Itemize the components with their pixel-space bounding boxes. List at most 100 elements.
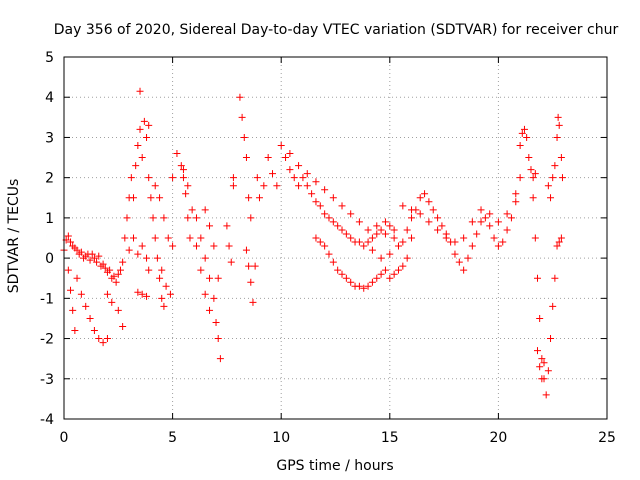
data-point — [188, 206, 196, 214]
data-point — [558, 174, 566, 182]
data-point — [425, 218, 433, 226]
data-point — [90, 254, 98, 262]
data-point — [303, 182, 311, 190]
data-point — [229, 174, 237, 182]
data-point — [438, 222, 446, 230]
data-point — [540, 359, 548, 367]
data-point — [186, 234, 194, 242]
data-point — [334, 266, 342, 274]
data-point — [554, 113, 562, 121]
data-point — [145, 266, 153, 274]
data-point — [516, 141, 524, 149]
data-point — [223, 222, 231, 230]
data-point — [162, 282, 170, 290]
data-point — [321, 242, 329, 250]
data-point — [321, 186, 329, 194]
data-point — [538, 375, 546, 383]
data-point — [184, 214, 192, 222]
data-point — [169, 174, 177, 182]
data-point — [381, 218, 389, 226]
data-point — [416, 210, 424, 218]
data-point — [368, 234, 376, 242]
data-point — [77, 248, 85, 256]
data-point — [520, 125, 528, 133]
data-point — [425, 198, 433, 206]
data-point — [138, 242, 146, 250]
data-point — [227, 258, 235, 266]
data-point — [399, 202, 407, 210]
data-point — [143, 292, 151, 300]
y-tick-label: 1 — [45, 211, 54, 227]
y-tick-label: -2 — [40, 332, 54, 348]
data-point — [544, 182, 552, 190]
data-point — [381, 230, 389, 238]
data-point — [136, 125, 144, 133]
data-point — [286, 166, 294, 174]
data-point — [451, 238, 459, 246]
x-tick-label: 20 — [489, 430, 507, 446]
data-point — [494, 218, 502, 226]
data-point — [112, 278, 120, 286]
data-point — [264, 154, 272, 162]
data-point — [201, 290, 209, 298]
data-point — [290, 174, 298, 182]
data-point — [160, 302, 168, 310]
data-point — [273, 182, 281, 190]
data-point — [321, 210, 329, 218]
y-tick-label: 0 — [45, 251, 54, 267]
data-point — [206, 222, 214, 230]
data-point — [106, 266, 114, 274]
data-point — [138, 154, 146, 162]
data-point — [269, 170, 277, 178]
y-tick-label: -1 — [40, 291, 54, 307]
data-point — [486, 222, 494, 230]
data-point — [101, 264, 109, 272]
data-point — [536, 363, 544, 371]
data-point — [312, 198, 320, 206]
data-point — [442, 234, 450, 242]
data-point — [134, 141, 142, 149]
data-point — [555, 238, 563, 246]
data-point — [95, 252, 103, 260]
data-point — [212, 318, 220, 326]
data-point — [206, 306, 214, 314]
y-tick-label: 5 — [45, 50, 54, 66]
data-point — [347, 234, 355, 242]
data-point — [143, 133, 151, 141]
data-point — [533, 347, 541, 355]
data-point — [364, 238, 372, 246]
data-point — [108, 298, 116, 306]
data-point — [386, 250, 394, 258]
data-point — [507, 214, 515, 222]
data-point — [373, 222, 381, 230]
data-point — [342, 230, 350, 238]
data-point — [110, 272, 118, 280]
data-point — [206, 274, 214, 282]
data-point — [503, 226, 511, 234]
data-point — [103, 290, 111, 298]
data-point — [399, 238, 407, 246]
data-point — [490, 234, 498, 242]
data-point — [338, 270, 346, 278]
data-point — [119, 258, 127, 266]
data-point — [255, 194, 263, 202]
data-point — [134, 250, 142, 258]
axis-ticks — [63, 56, 608, 420]
data-point — [147, 194, 155, 202]
data-point — [536, 314, 544, 322]
y-tick-label: 4 — [45, 90, 54, 106]
data-point — [214, 335, 222, 343]
data-point — [93, 258, 101, 266]
data-point — [236, 93, 244, 101]
data-point — [368, 246, 376, 254]
data-point — [394, 242, 402, 250]
data-point — [527, 166, 535, 174]
data-point — [390, 234, 398, 242]
data-point — [242, 154, 250, 162]
data-point — [295, 162, 303, 170]
data-point — [153, 254, 161, 262]
data-point — [523, 133, 531, 141]
plot-border — [63, 56, 608, 420]
x-tick-label: 5 — [168, 430, 177, 446]
